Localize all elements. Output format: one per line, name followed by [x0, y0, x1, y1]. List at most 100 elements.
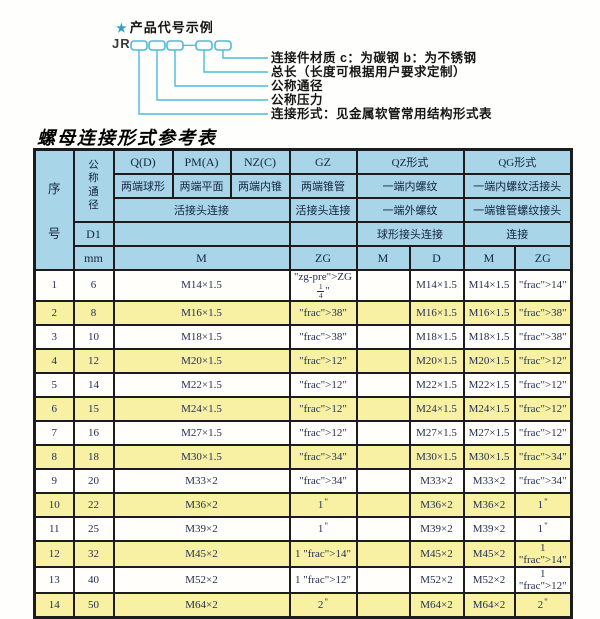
cell-serial: 14: [33, 591, 75, 619]
header-d-qz: D: [408, 245, 465, 271]
cell-dn-mm: 25: [72, 515, 115, 542]
table-body: 1 6 M14×1.5 "zg-pre">ZG 1 4 " M14×1.5 M14×1.5 "fr…: [33, 269, 573, 619]
cell-qg-m: M16×1.5: [462, 299, 516, 326]
cell-serial: 13: [33, 565, 75, 594]
cell-qg-m: M33×2: [462, 467, 516, 494]
table-row: 2 8 M16×1.5 "frac">38" M16×1.5 M16×1.5 "frac">…: [33, 299, 573, 326]
code-box: [166, 40, 184, 51]
cell-qg-zg: "frac">38": [513, 323, 573, 350]
cell-qz-d: M27×1.5: [408, 419, 465, 446]
cell-serial: 10: [33, 491, 75, 518]
cell-qg-m: M39×2: [462, 515, 516, 542]
cell-gz-zg: "frac">12": [288, 347, 358, 374]
header-union-connect: 活接头连接: [112, 197, 291, 223]
header-mm: mm: [72, 245, 115, 271]
cell-qg-zg: "frac">34": [513, 467, 573, 494]
header-col-gz: GZ: [288, 148, 358, 175]
cell-serial: 12: [33, 539, 75, 568]
cell-qz-d: M64×2: [408, 591, 465, 619]
cell-qg-zg: 2": [513, 591, 573, 619]
cell-qg-zg: "frac">12": [513, 371, 573, 398]
cell-dn-mm: 12: [72, 347, 115, 374]
callout-line: [203, 50, 268, 73]
cell-dn-mm: 16: [72, 419, 115, 446]
header-qg-sub1: 一端内螺纹活接头: [462, 173, 573, 199]
cell-qz-m: [355, 591, 411, 619]
cell-qg-m: M14×1.5: [462, 269, 516, 302]
cell-qg-zg: 1 "frac">14": [513, 539, 573, 568]
cell-qg-zg: "frac">12": [513, 395, 573, 422]
table-row: 5 14 M22×1.5 "frac">12" M22×1.5 M22×1.5 "frac"…: [33, 371, 573, 398]
cell-m: M52×2: [112, 565, 291, 594]
code-box: [195, 40, 213, 51]
header-qz-sub1: 一端内螺纹: [355, 173, 465, 199]
header-col-q: Q(D): [112, 148, 174, 175]
cell-qz-d: M33×2: [408, 467, 465, 494]
cell-m: M36×2: [112, 491, 291, 518]
cell-gz-zg: "zg-pre">ZG 1 4 ": [288, 269, 358, 302]
cell-qg-zg: "frac">14": [513, 269, 573, 302]
code-box: [130, 40, 148, 51]
cell-dn-mm: 15: [72, 395, 115, 422]
header-m-qg: M: [462, 245, 516, 271]
cell-qg-zg: "frac">12": [513, 347, 573, 374]
cell-qg-m: M52×2: [462, 565, 516, 594]
cell-gz-zg: "frac">12": [288, 395, 358, 422]
cell-qz-d: M52×2: [408, 565, 465, 594]
catalog-page: ★ 产品代号示例 JR — 连接件材质 c：为碳钢 b：为不锈钢 总长（长度可根据…: [33, 20, 573, 619]
product-code-prefix: JR: [112, 36, 131, 51]
cell-serial: 7: [33, 419, 75, 446]
table-row: 13 40 M52×2 1 "frac">12" M52×2 M52×2 1 "frac">…: [33, 565, 573, 594]
header-gz-union: 活接头连接: [288, 197, 358, 223]
header-col-qz: QZ形式: [355, 148, 465, 175]
cell-gz-zg: "frac">12": [288, 371, 358, 398]
header-q-sub: 两端球形: [112, 173, 174, 199]
cell-m: M20×1.5: [112, 347, 291, 374]
cell-qg-m: M24×1.5: [462, 395, 516, 422]
cell-qz-m: [355, 395, 411, 422]
cell-m: M45×2: [112, 539, 291, 568]
cell-qz-m: [355, 299, 411, 326]
table-row: 11 25 M39×2 1" M39×2 M39×2 1": [33, 515, 573, 542]
cell-dn-mm: 20: [72, 467, 115, 494]
cell-m: M22×1.5: [112, 371, 291, 398]
cell-serial: 4: [33, 347, 75, 374]
cell-m: M18×1.5: [112, 323, 291, 350]
callout-label-connection: 连接形式：见金属软管常用结构形式表: [271, 107, 493, 121]
cell-qz-d: M30×1.5: [408, 443, 465, 470]
cell-qz-m: [355, 491, 411, 518]
table-row: 4 12 M20×1.5 "frac">12" M20×1.5 M20×1.5 "frac"…: [33, 347, 573, 374]
cell-serial: 11: [33, 515, 75, 542]
cell-m: M27×1.5: [112, 419, 291, 446]
code-box: [148, 40, 166, 51]
cell-qg-m: M20×1.5: [462, 347, 516, 374]
cell-qz-m: [355, 539, 411, 568]
table-row: 7 16 M27×1.5 "frac">12" M27×1.5 M27×1.5 "frac"…: [33, 419, 573, 446]
star-icon: ★: [116, 21, 128, 35]
header-m-qz: M: [355, 245, 411, 271]
cell-qg-m: M64×2: [462, 591, 516, 619]
cell-qg-m: M22×1.5: [462, 371, 516, 398]
header-zg-qg: ZG: [513, 245, 573, 271]
header-zg-gz: ZG: [288, 245, 358, 271]
table-row: 1 6 M14×1.5 "zg-pre">ZG 1 4 " M14×1.5 M14×1.5 "fr…: [33, 269, 573, 302]
header-empty-left: [112, 221, 291, 247]
cell-qz-d: M20×1.5: [408, 347, 465, 374]
cell-qg-m: M18×1.5: [462, 323, 516, 350]
cell-m: M30×1.5: [112, 443, 291, 470]
table-row: 8 18 M30×1.5 "frac">34" M30×1.5 M30×1.5 "frac"…: [33, 443, 573, 470]
header-serial: 序号: [33, 148, 75, 271]
header-col-pm: PM(A): [171, 148, 232, 175]
cell-qg-m: M27×1.5: [462, 419, 516, 446]
table-row: 10 22 M36×2 1" M36×2 M36×2 1": [33, 491, 573, 518]
cell-gz-zg: "frac">12": [288, 419, 358, 446]
cell-gz-zg: 2": [288, 591, 358, 619]
cell-qz-d: M22×1.5: [408, 371, 465, 398]
table-row: 6 15 M24×1.5 "frac">12" M24×1.5 M24×1.5 "frac"…: [33, 395, 573, 422]
cell-qz-m: [355, 419, 411, 446]
cell-serial: 8: [33, 443, 75, 470]
header-empty-gz: [288, 221, 358, 247]
cell-m: M39×2: [112, 515, 291, 542]
cell-m: M64×2: [112, 591, 291, 619]
callout-line: [174, 50, 268, 87]
